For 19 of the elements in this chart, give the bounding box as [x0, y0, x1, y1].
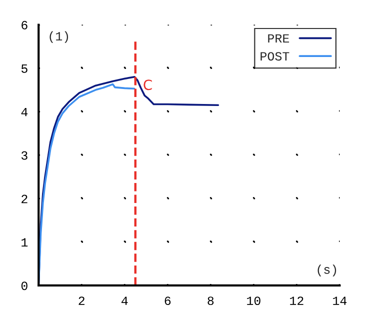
x-tick-label: 14	[333, 296, 347, 305]
y-tick-label: 4	[21, 108, 28, 116]
ref-line-label: C	[144, 80, 152, 90]
y-tick-label: 0	[21, 282, 28, 290]
x-tick-label: 2	[78, 296, 84, 305]
x-tick-label: 8	[208, 296, 214, 306]
y-tick-label: 5	[21, 64, 28, 73]
x-tick-label: 6	[164, 296, 171, 306]
y-tick-label: 6	[22, 20, 28, 30]
y-tick-label: 3	[21, 151, 28, 160]
y-tick-label: 2	[22, 194, 28, 204]
x-tick-label: 4	[122, 296, 128, 305]
legend-label: PRE	[268, 34, 290, 43]
x-tick-label: 12	[290, 296, 304, 305]
legend-label: POST	[260, 52, 290, 61]
x-tick-label: 10	[247, 296, 260, 306]
annotation: (1)	[50, 31, 68, 43]
x-axis-title: (s)	[318, 264, 336, 276]
y-tick-label: 1	[22, 238, 28, 247]
